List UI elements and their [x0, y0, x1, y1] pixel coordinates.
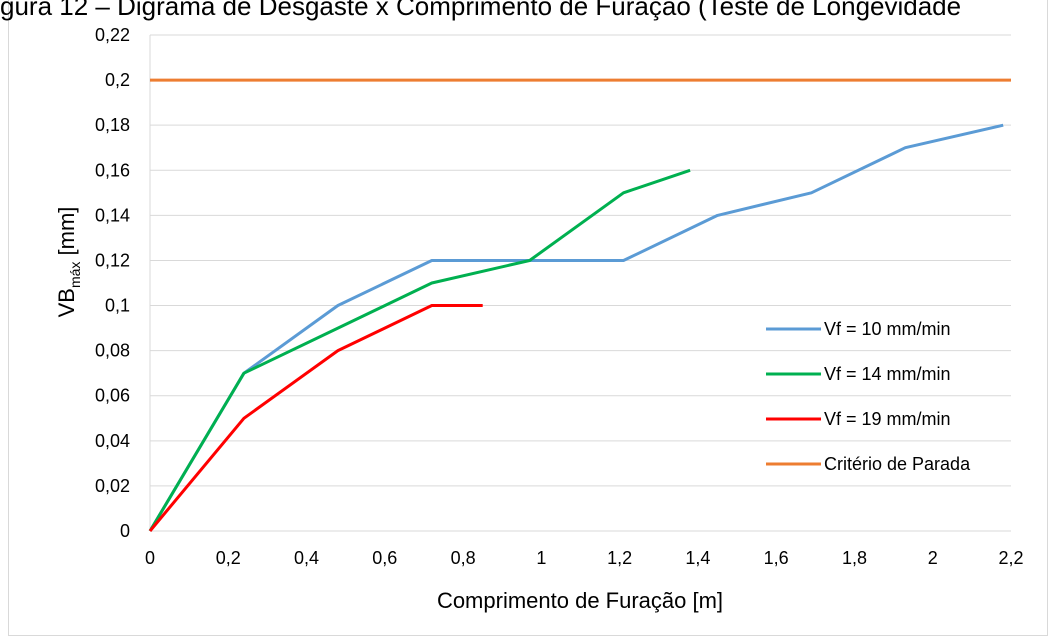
y-tick-label: 0,16 — [95, 160, 130, 180]
y-tick-label: 0,02 — [95, 476, 130, 496]
y-tick-label: 0,04 — [95, 431, 130, 451]
legend-label: Critério de Parada — [824, 454, 971, 474]
y-axis-label-unit: [mm] — [54, 207, 79, 262]
x-tick-label: 0,6 — [372, 548, 397, 568]
series-line-2 — [148, 304, 483, 532]
y-tick-label: 0 — [120, 521, 130, 541]
x-tick-label: 1,8 — [842, 548, 867, 568]
legend-label: Vf = 14 mm/min — [824, 364, 951, 384]
y-axis-label-sub: máx — [67, 262, 83, 288]
y-axis-label-main: VB — [54, 288, 79, 317]
y-tick-label: 0,18 — [95, 115, 130, 135]
y-tick-label: 0,06 — [95, 386, 130, 406]
x-tick-label: 0,4 — [294, 548, 319, 568]
legend-label: Vf = 10 mm/min — [824, 319, 951, 339]
chart-title: gura 12 – Digrama de Desgaste x Comprime… — [0, 0, 962, 21]
x-tick-label: 2 — [928, 548, 938, 568]
x-tick-label: 1,6 — [764, 548, 789, 568]
legend-label: Vf = 19 mm/min — [824, 409, 951, 429]
x-tick-label: 0,8 — [451, 548, 476, 568]
y-tick-label: 0,2 — [105, 70, 130, 90]
x-tick-label: 1,2 — [607, 548, 632, 568]
y-tick-label: 0,22 — [95, 25, 130, 45]
x-axis-label: Comprimento de Furação [m] — [437, 588, 723, 613]
x-tick-label: 0 — [145, 548, 155, 568]
y-tick-label: 0,12 — [95, 250, 130, 270]
y-tick-label: 0,08 — [95, 341, 130, 361]
chart-frame — [8, 0, 1048, 636]
series-line-0 — [148, 123, 1004, 532]
x-tick-label: 1,4 — [685, 548, 710, 568]
x-tick-label: 2,2 — [998, 548, 1023, 568]
y-tick-label: 0,14 — [95, 205, 130, 225]
y-tick-label: 0,1 — [105, 296, 130, 316]
x-tick-label: 1 — [536, 548, 546, 568]
x-tick-label: 0,2 — [216, 548, 241, 568]
y-axis-label: VBmáx [mm] — [54, 207, 83, 318]
series-line-1 — [148, 168, 691, 532]
